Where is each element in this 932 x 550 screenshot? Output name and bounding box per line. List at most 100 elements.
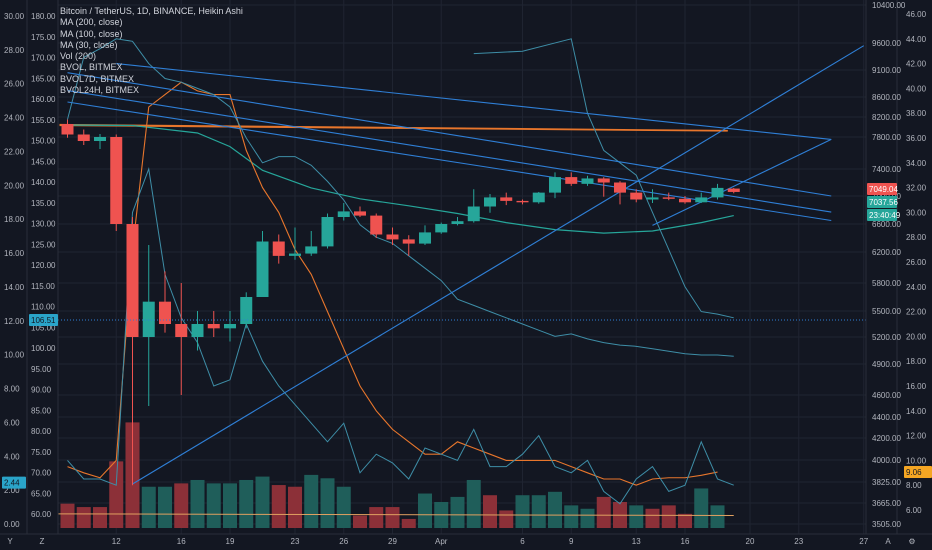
- volume-bar: [580, 508, 595, 528]
- candle[interactable]: [484, 193, 496, 213]
- volume-bar: [710, 505, 725, 528]
- candle[interactable]: [435, 222, 448, 234]
- indicator-bvol[interactable]: BVOL, BITMEX: [60, 62, 123, 73]
- trend-line[interactable]: [116, 62, 832, 140]
- candle[interactable]: [597, 177, 610, 197]
- candle-body: [321, 217, 334, 247]
- price-tick-label: 10400.00: [872, 1, 906, 10]
- candle[interactable]: [727, 187, 740, 194]
- candle[interactable]: [94, 134, 106, 149]
- chart-title: Bitcoin / TetherUS, 1D, BINANCE, Heikin …: [60, 6, 243, 16]
- candle[interactable]: [142, 245, 155, 406]
- candle[interactable]: [159, 271, 171, 333]
- candle-body: [77, 134, 90, 141]
- trend-line[interactable]: [652, 138, 832, 226]
- left-outer-tick-label: 16.00: [4, 249, 25, 258]
- trend-line[interactable]: [67, 72, 832, 197]
- candle[interactable]: [61, 119, 74, 138]
- plot-area[interactable]: [58, 0, 866, 534]
- candle-body: [402, 239, 415, 244]
- candle-body: [61, 124, 74, 135]
- candle[interactable]: [207, 311, 220, 337]
- candle[interactable]: [386, 227, 399, 246]
- candle[interactable]: [240, 292, 253, 329]
- candle[interactable]: [467, 189, 480, 223]
- candle[interactable]: [451, 217, 464, 226]
- candle[interactable]: [289, 227, 301, 260]
- candle[interactable]: [354, 206, 366, 218]
- bvol-tick-label: 46.00: [906, 10, 927, 19]
- candle[interactable]: [175, 283, 188, 395]
- indicator-ma30[interactable]: MA (30, close): [60, 39, 118, 50]
- countdown-badge-text: 23:40:49: [869, 211, 901, 220]
- candle-body: [451, 221, 464, 224]
- candle[interactable]: [630, 189, 643, 203]
- candle[interactable]: [695, 192, 708, 203]
- candle[interactable]: [191, 311, 204, 351]
- candle[interactable]: [256, 231, 269, 297]
- candle[interactable]: [272, 234, 285, 264]
- bvol-axis[interactable]: 46.00 44.00 42.00 40.00 38.00 36.00 34.00 32.00…: [906, 10, 927, 515]
- volume-ma-line: [57, 513, 734, 517]
- left-inner-tick-label: 105.00: [31, 323, 56, 332]
- candle[interactable]: [565, 172, 578, 186]
- candle-body: [711, 187, 724, 198]
- left-inner-tick-label: 170.00: [31, 54, 56, 63]
- volume-bar: [483, 495, 497, 528]
- price-tick-label: 4400.00: [872, 413, 901, 422]
- right-axis-area[interactable]: [866, 0, 932, 550]
- candle[interactable]: [402, 235, 415, 256]
- candle-body: [630, 192, 643, 200]
- candle[interactable]: [77, 129, 90, 146]
- time-axis[interactable]: 12 16 19 23 26 29 Apr 6 9 13 16 20 23 27: [112, 537, 869, 546]
- left-axis-area[interactable]: [0, 0, 58, 550]
- left-outer-axis[interactable]: 30.00 28.00 26.00 24.00 22.00 20.00 18.00 16.00…: [4, 12, 25, 529]
- left-outer-tick-label: 26.00: [4, 80, 25, 89]
- candle[interactable]: [224, 311, 236, 342]
- indicator-bvol7d[interactable]: BVOL7D, BITMEX: [60, 73, 135, 84]
- candle-body: [370, 215, 383, 235]
- candle[interactable]: [646, 189, 659, 203]
- volume-bar: [76, 507, 91, 528]
- left-inner-tick-label: 140.00: [31, 178, 56, 187]
- left-outer-marker-badge: 2.44: [2, 476, 26, 489]
- volume-bar: [369, 507, 384, 528]
- candle[interactable]: [126, 217, 139, 486]
- candle[interactable]: [110, 134, 123, 232]
- candle[interactable]: [500, 192, 513, 206]
- candle[interactable]: [711, 183, 724, 200]
- indicator-bvol24h[interactable]: BVOL24H, BITMEX: [60, 85, 140, 96]
- candle[interactable]: [516, 199, 529, 205]
- indicator-volume[interactable]: Vol (200): [60, 51, 97, 62]
- time-tick-label: 13: [632, 537, 641, 546]
- left-inner-marker-badge-text: 106.51: [31, 316, 56, 325]
- volume-bar: [564, 505, 579, 528]
- trend-line[interactable]: [132, 45, 865, 485]
- volume-bar: [223, 483, 237, 528]
- indicator-ma100[interactable]: MA (100, close): [60, 28, 123, 39]
- legend: Bitcoin / TetherUS, 1D, BINANCE, Heikin …: [60, 6, 243, 96]
- bvol-tick-label: 18.00: [906, 357, 927, 366]
- candle[interactable]: [581, 175, 594, 186]
- candle[interactable]: [532, 191, 545, 204]
- bvol-lines: [67, 38, 734, 505]
- candle[interactable]: [614, 181, 626, 205]
- candle[interactable]: [662, 192, 675, 201]
- left-inner-axis[interactable]: 180.00 175.00 170.00 165.00 160.00 155.00 150.…: [31, 12, 56, 519]
- left-inner-tick-label: 155.00: [31, 116, 56, 125]
- candle[interactable]: [321, 213, 334, 249]
- candle[interactable]: [679, 196, 691, 204]
- candle-body: [500, 197, 513, 201]
- candle[interactable]: [305, 231, 318, 256]
- candle[interactable]: [370, 213, 383, 239]
- bvol-marker-badge: 9.06: [904, 466, 932, 479]
- candle[interactable]: [419, 225, 431, 245]
- volume-bar: [336, 486, 351, 528]
- candle-body: [386, 234, 399, 240]
- candle[interactable]: [337, 203, 350, 221]
- indicator-ma200[interactable]: MA (200, close): [60, 17, 123, 28]
- candle-body: [516, 200, 529, 203]
- candle[interactable]: [549, 172, 561, 199]
- trend-line[interactable]: [67, 89, 832, 213]
